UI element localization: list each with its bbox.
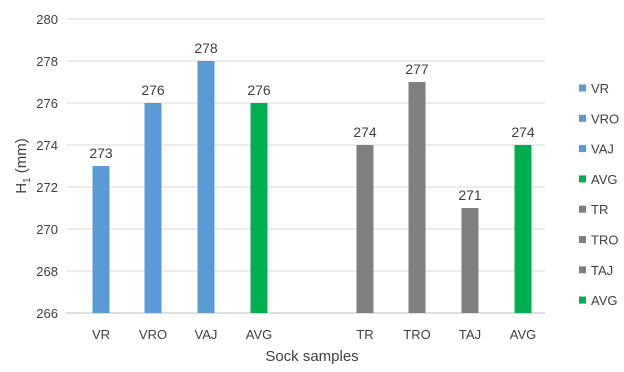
- bar-tro: [408, 82, 426, 313]
- y-tick-label: 276: [36, 96, 58, 111]
- x-tick-label: VRO: [139, 327, 167, 342]
- legend-swatch-avg: [579, 296, 586, 304]
- data-label: 274: [353, 124, 377, 140]
- y-tick-label: 278: [36, 54, 58, 69]
- legend-label-tro: TRO: [591, 233, 618, 248]
- legend-swatch-vro: [579, 114, 586, 122]
- x-tick-label: VR: [92, 327, 110, 342]
- x-axis-title: Sock samples: [265, 348, 358, 365]
- y-axis-title-subscript: 1: [22, 177, 33, 183]
- data-label: 277: [405, 61, 429, 77]
- legend-label-vro: VRO: [591, 111, 619, 126]
- y-tick-label: 268: [36, 264, 58, 279]
- data-label: 271: [458, 187, 482, 203]
- legend-swatch-taj: [579, 266, 586, 274]
- bar-taj: [461, 208, 479, 313]
- y-axis-title-main: H: [13, 183, 30, 194]
- y-tick-label: 274: [36, 138, 58, 153]
- legend: VR VRO VAJ AVG TR TRO TAJ AVG: [579, 81, 619, 308]
- bar-avg: [514, 145, 532, 313]
- data-labels: 273 276 278 276 274 277 271 274: [89, 40, 535, 203]
- legend-label-vr: VR: [591, 81, 609, 96]
- legend-swatch-vaj: [579, 145, 586, 153]
- bar-avg: [250, 103, 268, 313]
- x-tick-label: TR: [356, 327, 373, 342]
- x-tick-label: TRO: [403, 327, 430, 342]
- y-axis-title-unit: (mm): [13, 138, 30, 177]
- data-label: 274: [511, 124, 535, 140]
- legend-swatch-vr: [579, 84, 586, 92]
- bars: [92, 61, 532, 313]
- y-tick-label: 272: [36, 180, 58, 195]
- legend-label-tr: TR: [591, 202, 608, 217]
- legend-swatch-tro: [579, 236, 586, 243]
- x-tick-label: VAJ: [195, 327, 218, 342]
- y-tick-label: 270: [36, 222, 58, 237]
- legend-swatch-tr: [579, 205, 586, 213]
- y-tick-label: 266: [36, 306, 58, 321]
- data-label: 273: [89, 145, 113, 161]
- legend-label-avg: AVG: [591, 293, 618, 308]
- x-tick-label: TAJ: [459, 327, 481, 342]
- legend-label-vaj: VAJ: [591, 142, 614, 157]
- y-tick-label: 280: [36, 12, 58, 27]
- bar-vr: [92, 166, 110, 313]
- data-label: 276: [247, 82, 271, 98]
- legend-swatch-avg: [579, 175, 586, 183]
- bar-tr: [356, 145, 374, 313]
- bar-vro: [144, 103, 162, 313]
- bar-vaj: [197, 61, 215, 313]
- x-tick-label: AVG: [510, 327, 537, 342]
- x-tick-labels: VR VRO VAJ AVG TR TRO TAJ AVG: [92, 327, 536, 342]
- y-tick-labels: 266 268 270 272 274 276 278 280: [36, 12, 58, 321]
- data-label: 278: [194, 40, 218, 56]
- legend-label-avg: AVG: [591, 172, 618, 187]
- y-axis-title: H1 (mm): [13, 138, 33, 194]
- x-tick-label: AVG: [246, 327, 273, 342]
- data-label: 276: [141, 82, 165, 98]
- legend-label-taj: TAJ: [591, 263, 613, 278]
